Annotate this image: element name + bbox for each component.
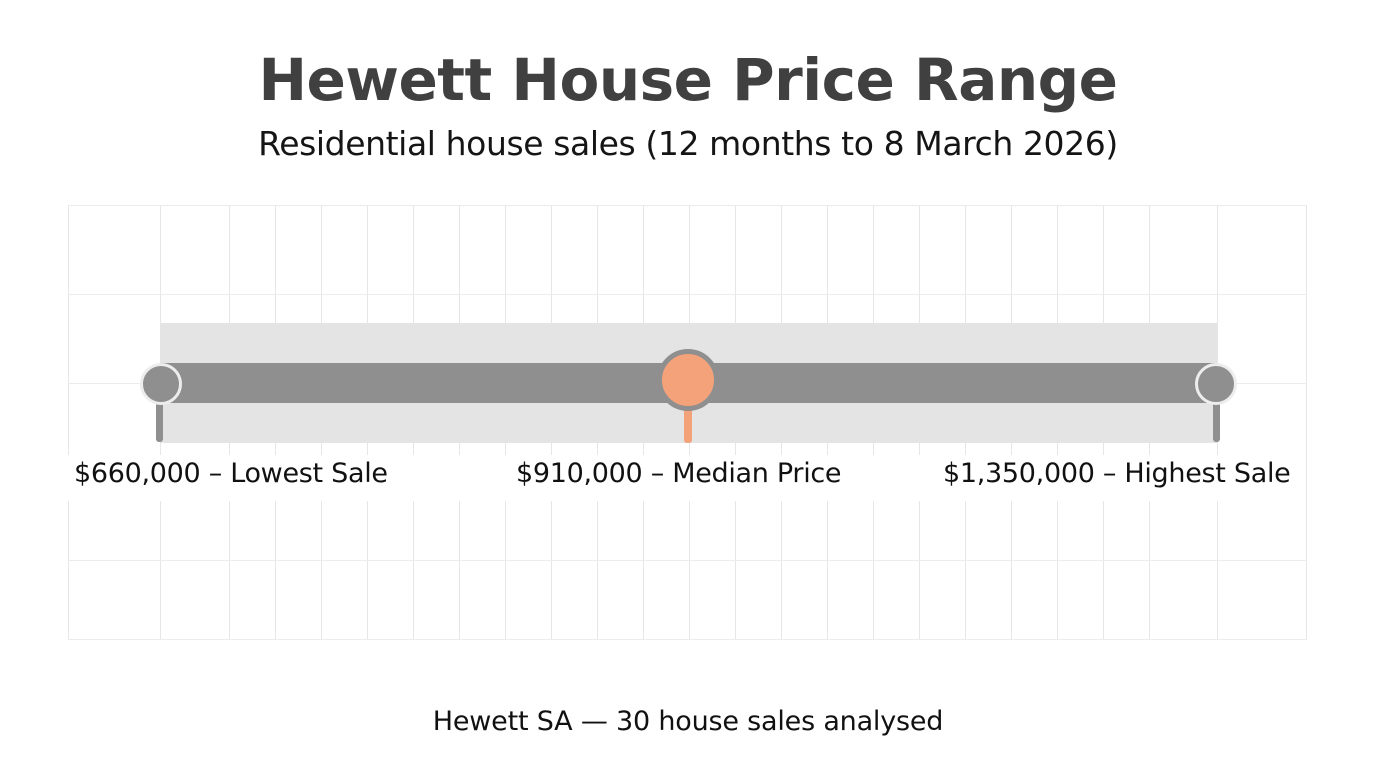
footer-note: Hewett SA — 30 house sales analysed — [432, 706, 944, 737]
label-background — [68, 455, 1306, 501]
median-label: $910,000 – Median Price — [516, 458, 842, 489]
low-marker-stem — [156, 390, 163, 442]
grid-line — [68, 205, 69, 640]
chart-subtitle: Residential house sales (12 months to 8 … — [258, 124, 1118, 163]
grid-line — [68, 205, 1307, 206]
high-marker-stem — [1213, 390, 1220, 442]
grid-line — [68, 560, 1307, 561]
high-marker — [1195, 363, 1237, 405]
low-marker — [140, 363, 182, 405]
chart-title: Hewett House Price Range — [258, 46, 1118, 114]
grid-line — [68, 639, 1307, 640]
high-label: $1,350,000 – Highest Sale — [943, 458, 1291, 489]
grid-line — [1306, 205, 1307, 640]
median-marker — [657, 349, 719, 411]
median-marker-stem — [684, 395, 692, 443]
grid-line — [68, 294, 1307, 295]
low-label: $660,000 – Lowest Sale — [74, 458, 388, 489]
